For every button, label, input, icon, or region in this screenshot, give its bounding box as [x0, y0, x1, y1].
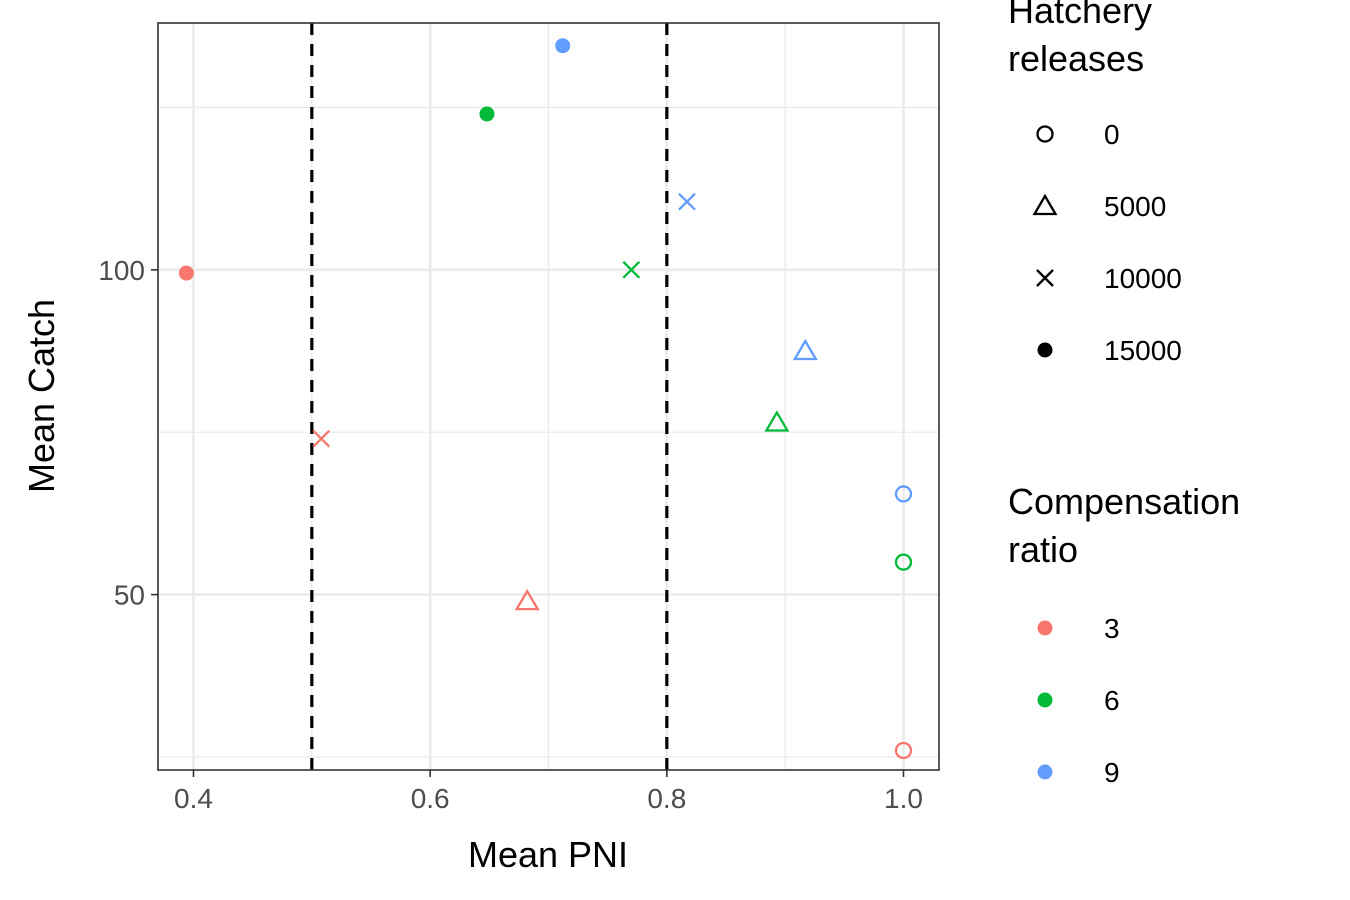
legend-title-line: releases [1008, 38, 1144, 79]
data-point [764, 410, 790, 432]
data-point [894, 741, 913, 760]
x-tick-label: 1.0 [884, 783, 923, 814]
legend-entry-label: 5000 [1104, 191, 1166, 222]
legend-title-line: Hatchery [1008, 0, 1152, 31]
data-point [894, 553, 913, 571]
legend-entry-label: 10000 [1104, 263, 1182, 294]
plot-panel [157, 22, 940, 771]
data-point [894, 485, 913, 503]
legend-key-shape [1036, 269, 1054, 287]
data-point [514, 588, 540, 611]
legend-key-color [1037, 692, 1053, 708]
minor-gridlines [158, 23, 939, 770]
legend-hatchery-releases: Hatchery releases 0 5000 10000 15000 [1008, 0, 1182, 366]
y-tick-label: 100 [98, 255, 145, 286]
x-axis-title: Mean PNI [468, 834, 628, 875]
data-point [622, 261, 641, 279]
legend-key-color [1037, 620, 1053, 636]
legend-key-shape [1036, 125, 1054, 143]
legend-entry-label: 15000 [1104, 335, 1182, 366]
legend-entry-label: 9 [1104, 757, 1120, 788]
legend-title-line: ratio [1008, 529, 1078, 570]
y-axis-title: Mean Catch [21, 299, 62, 493]
data-point [312, 429, 331, 448]
major-gridlines [158, 23, 939, 770]
legend-key-shape [1032, 193, 1058, 216]
legend-entry-label: 3 [1104, 613, 1120, 644]
data-point [792, 338, 818, 361]
data-point [178, 265, 194, 281]
legend-entry-label: 0 [1104, 119, 1120, 150]
y-axis-ticks: 50 100 [98, 255, 158, 611]
legend-key-shape [1037, 342, 1053, 358]
x-axis-ticks: 0.4 0.6 0.8 1.0 [174, 770, 923, 814]
x-tick-label: 0.4 [174, 783, 213, 814]
data-point [678, 192, 696, 211]
panel-border [157, 22, 940, 771]
data-point [555, 38, 571, 54]
legend-key-color [1037, 764, 1053, 780]
data-point [479, 106, 495, 122]
y-tick-label: 50 [114, 580, 145, 611]
data-points [178, 38, 913, 760]
legend-compensation-ratio: Compensation ratio 3 6 9 [1008, 481, 1240, 788]
x-tick-label: 0.8 [647, 783, 686, 814]
x-tick-label: 0.6 [411, 783, 450, 814]
legend-entry-label: 6 [1104, 685, 1120, 716]
legend-title-line: Compensation [1008, 481, 1240, 522]
